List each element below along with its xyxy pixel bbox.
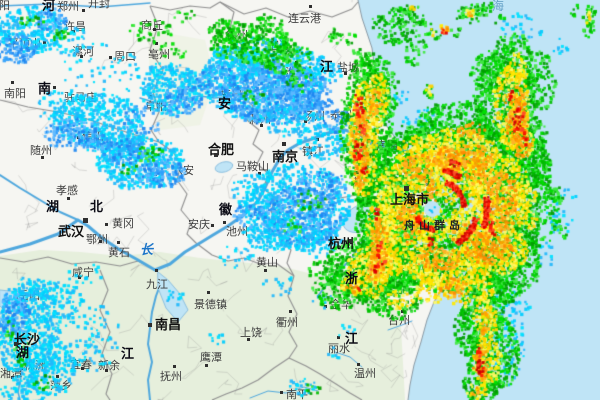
radar-echo-canvas bbox=[0, 0, 600, 400]
weather-radar-map[interactable]: 洛阳郑州开封许昌商丘平顶山漯河周口亳州南阳驻马店阜阳信阳随州孝感黄冈鄂州黄石咸宁… bbox=[0, 0, 600, 400]
